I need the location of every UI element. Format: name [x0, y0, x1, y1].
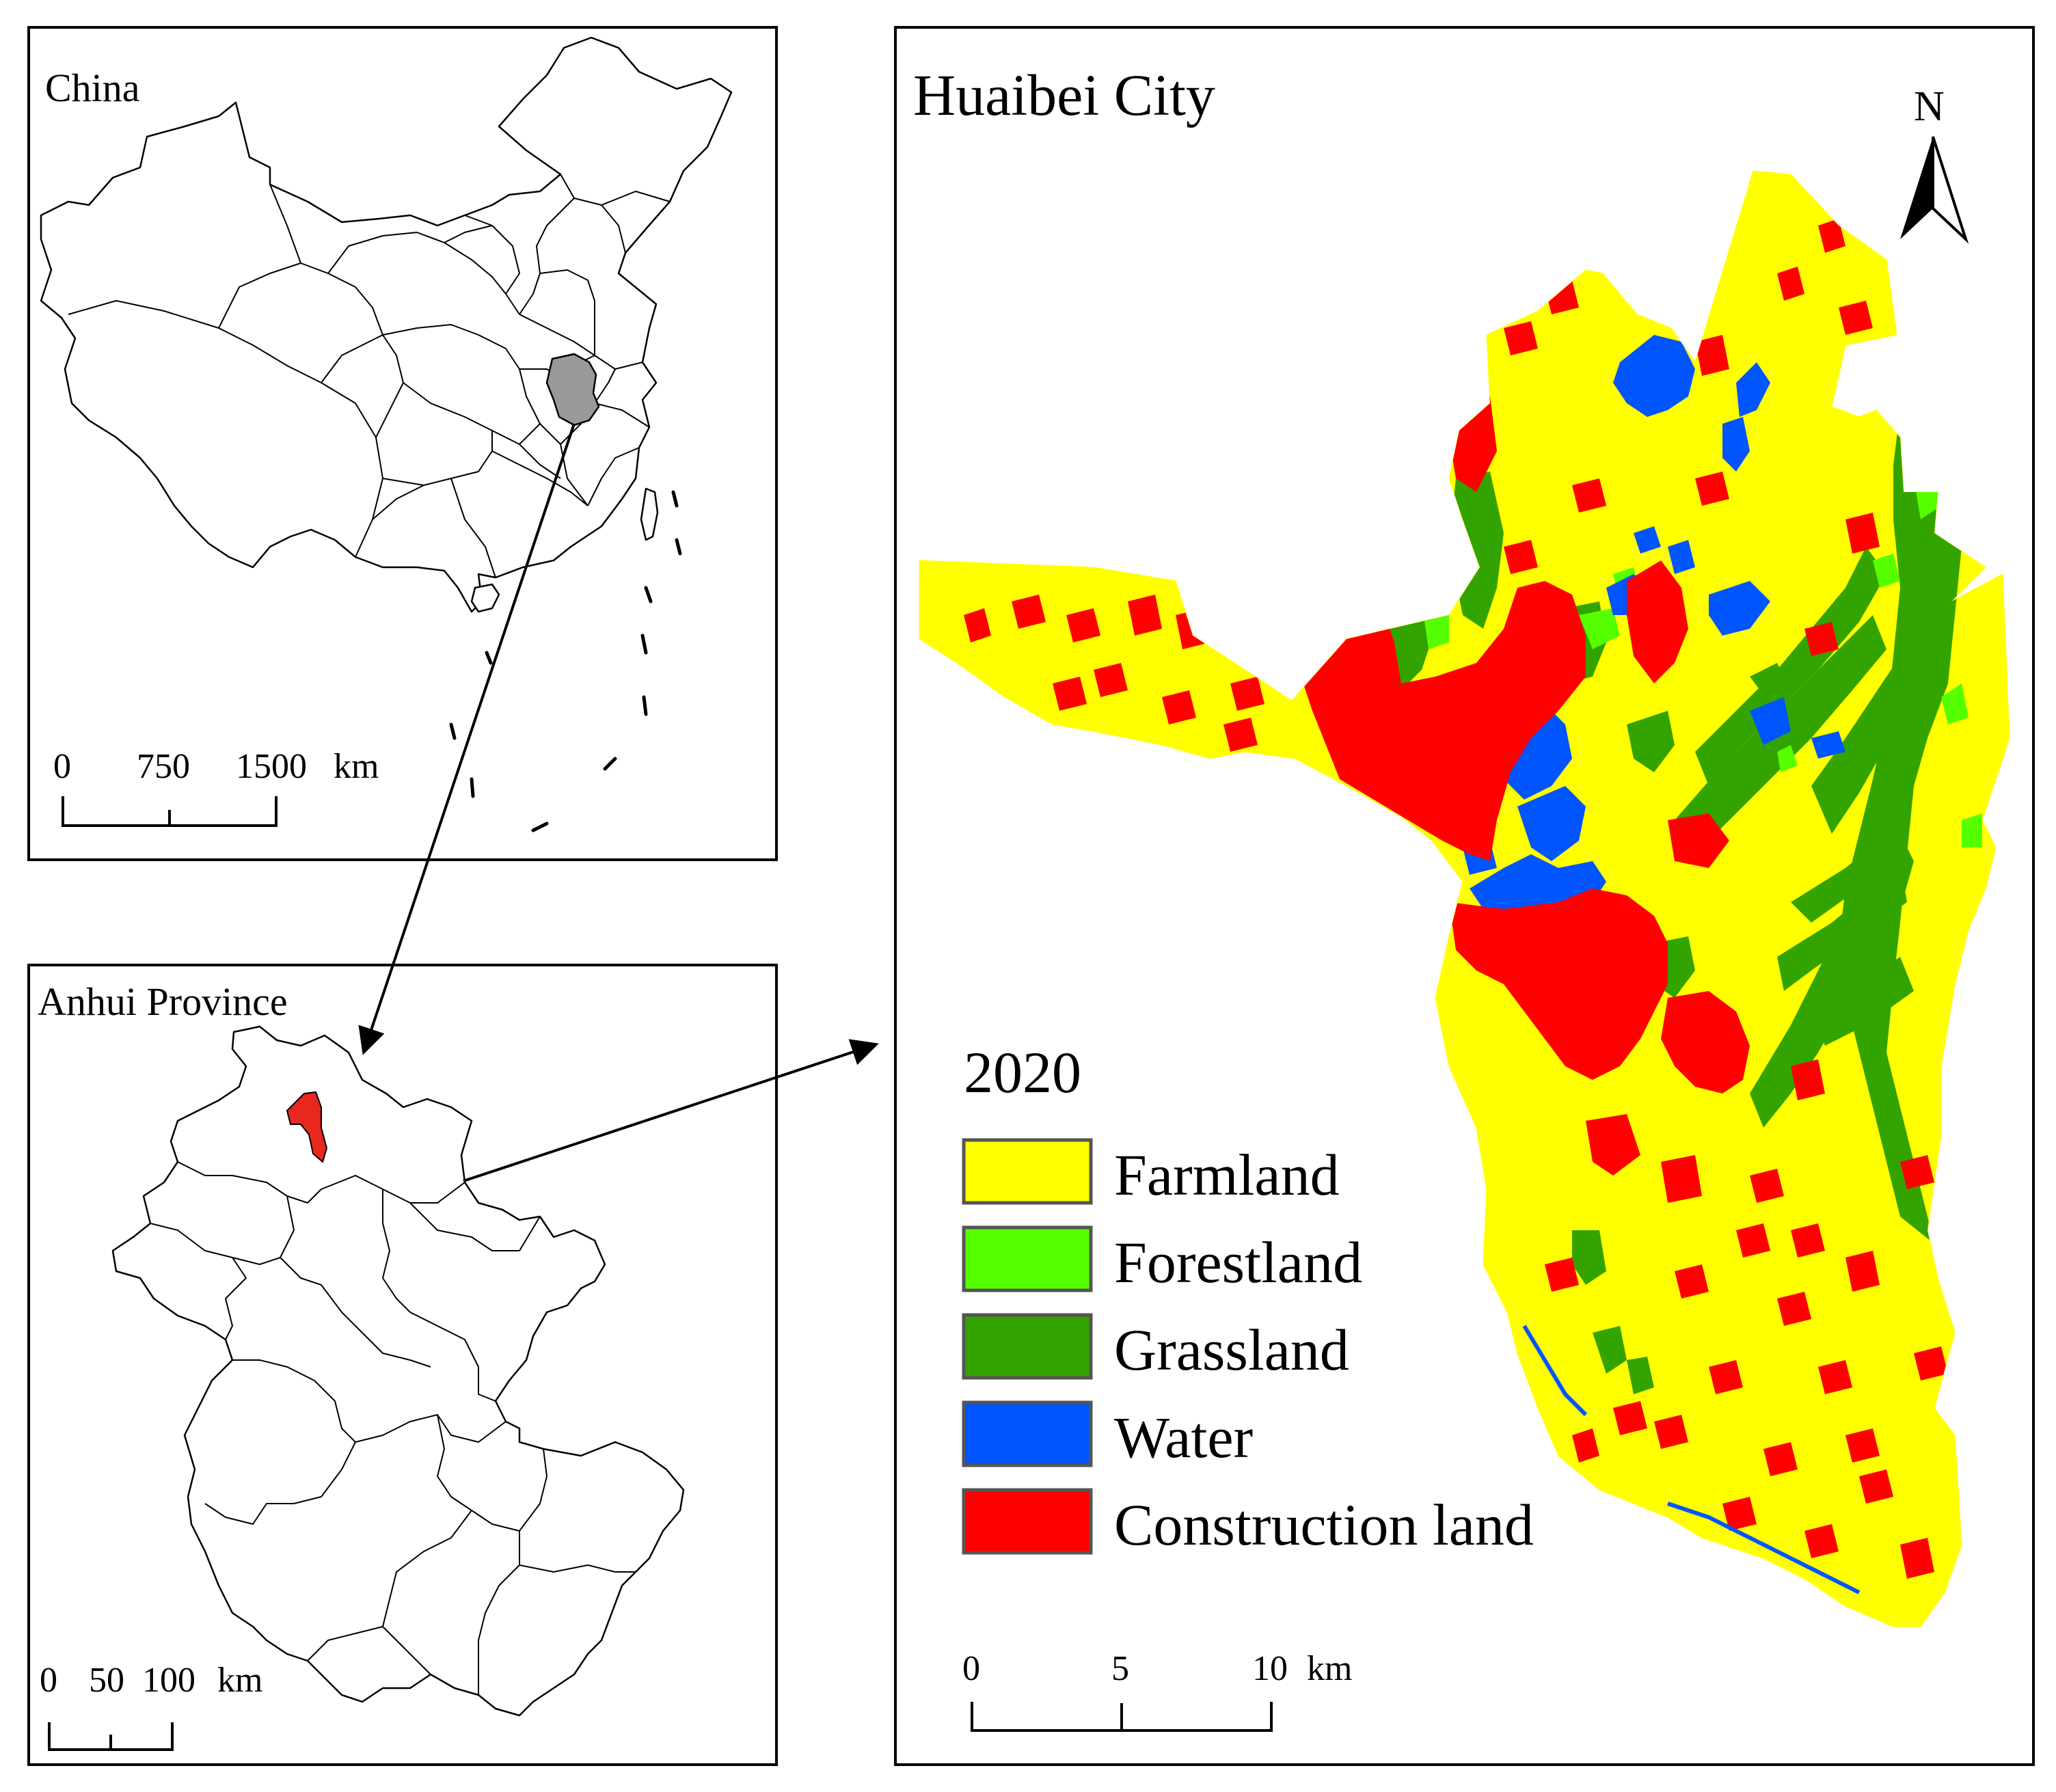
huaibei-title: Huaibei City [913, 62, 1215, 128]
china-panel: China [27, 26, 778, 861]
taiwan-island [640, 487, 659, 541]
china-province-lines [68, 174, 671, 578]
north-arrow-label: N [1914, 83, 1945, 130]
huaibei-panel: Huaibei City N [894, 26, 2035, 1766]
legend-label-construction-land: Construction land [1114, 1492, 1534, 1558]
anhui-outline [111, 1025, 685, 1717]
anhui-city-lines [150, 1161, 636, 1695]
huaibei-scale-tick-10: 10 [1252, 1649, 1288, 1688]
legend-swatch-forestland [962, 1225, 1093, 1292]
arrow-china-to-anhui [358, 423, 576, 1055]
legend-label-forestland: Forestland [1114, 1230, 1362, 1295]
hainan-island [470, 583, 500, 613]
china-panel-frame [27, 26, 778, 861]
land-use-legend: 2020 Farmland Forestland Grassland Water… [962, 1040, 1534, 1558]
legend-label-farmland: Farmland [1114, 1142, 1340, 1208]
huaibei-scale-tick-0: 0 [962, 1649, 980, 1688]
anhui-scale-tick-0: 0 [40, 1661, 57, 1700]
china-scale-tick-0: 0 [53, 747, 71, 786]
huaibei-scale-tick-5: 5 [1111, 1649, 1129, 1688]
legend-label-grassland: Grassland [1114, 1317, 1349, 1383]
huaibei-panel-frame [894, 26, 2035, 1766]
locator-arrows [358, 423, 879, 1182]
legend-swatch-water [962, 1400, 1093, 1467]
china-scale-bar: 0 750 1500 km [53, 747, 379, 827]
river-line [1522, 1325, 1861, 1594]
anhui-scale-unit: km [217, 1661, 262, 1700]
anhui-scale-bar: 0 50 100 km [40, 1661, 262, 1751]
china-title: China [45, 66, 140, 110]
land-use-map [919, 170, 2010, 1627]
legend-year: 2020 [964, 1040, 1081, 1105]
arrow-anhui-to-huaibei [463, 1039, 879, 1182]
legend-swatch-construction-land [962, 1488, 1093, 1555]
legend-swatch-grassland [962, 1313, 1093, 1380]
construction-land-areas [964, 219, 1948, 1579]
anhui-highlight-on-china [545, 353, 600, 426]
china-scale-tick-1500: 1500 [236, 747, 307, 786]
legend-swatch-farmland [962, 1138, 1093, 1205]
china-outline [40, 36, 733, 613]
huaibei-scale-bar: 0 5 10 km [962, 1649, 1352, 1732]
anhui-panel: Anhui Province 0 50 [27, 964, 778, 1766]
north-arrow: N [1900, 83, 1969, 244]
china-scale-tick-750: 750 [137, 747, 190, 786]
legend-label-water: Water [1114, 1404, 1253, 1470]
huaibei-scale-unit: km [1307, 1649, 1352, 1688]
forestland-areas [1422, 472, 1982, 847]
huaibei-highlight-on-anhui [286, 1091, 328, 1163]
nine-dash-line [449, 490, 682, 832]
anhui-title: Anhui Province [38, 979, 288, 1024]
anhui-scale-tick-100: 100 [142, 1661, 195, 1700]
china-scale-unit: km [334, 747, 379, 786]
anhui-scale-tick-50: 50 [89, 1661, 124, 1700]
anhui-panel-frame [27, 964, 778, 1766]
